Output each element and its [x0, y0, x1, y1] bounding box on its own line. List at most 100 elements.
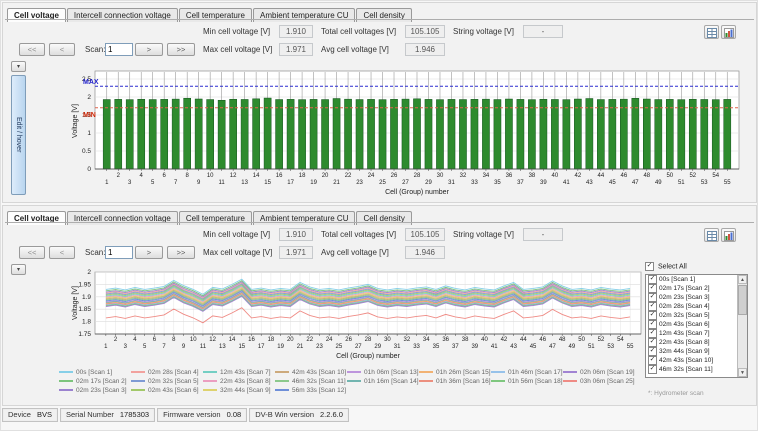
collapse-arrow-icon[interactable]: ▾: [11, 264, 26, 275]
svg-text:53: 53: [607, 344, 614, 350]
svg-text:23: 23: [356, 180, 363, 186]
svg-text:27: 27: [355, 344, 362, 350]
chart-image-icon[interactable]: [721, 228, 736, 242]
svg-text:1.8: 1.8: [82, 319, 91, 326]
checkbox-icon[interactable]: [648, 302, 657, 311]
tab-ambient-temperature-cu[interactable]: Ambient temperature CU: [253, 8, 356, 22]
svg-text:2: 2: [87, 269, 91, 276]
scan-list-item[interactable]: 12m 43s [Scan 7]: [646, 329, 747, 338]
svg-text:50: 50: [578, 337, 585, 343]
scan-list-item[interactable]: 42m 43s [Scan 10]: [646, 356, 747, 365]
legend-line-swatch: [59, 389, 73, 392]
svg-text:26: 26: [345, 337, 352, 343]
legend-item: 01h 36m [Scan 16]: [419, 377, 491, 386]
scan-input[interactable]: [105, 43, 133, 56]
last-scan-button[interactable]: >>: [167, 43, 195, 56]
svg-text:33: 33: [471, 180, 478, 186]
min-cell-voltage-label: Min cell voltage [V]: [203, 230, 271, 239]
tab-cell-voltage[interactable]: Cell voltage: [7, 8, 66, 22]
svg-text:1: 1: [104, 344, 108, 350]
checkbox-icon[interactable]: [648, 320, 657, 329]
first-scan-button[interactable]: <<: [19, 43, 45, 56]
max-cell-voltage-label: Max cell voltage [V]: [203, 45, 273, 54]
svg-text:31: 31: [448, 180, 455, 186]
legend-line-swatch: [563, 371, 577, 374]
legend-item: 46m 32s [Scan 11]: [275, 377, 347, 386]
checkbox-icon[interactable]: [645, 262, 654, 271]
chart-image-icon[interactable]: [721, 25, 736, 39]
checkbox-icon[interactable]: [648, 338, 657, 347]
tab-cell-density[interactable]: Cell density: [356, 211, 412, 225]
legend-label: 00s [Scan 1]: [76, 369, 113, 376]
scan-list-item[interactable]: 32m 44s [Scan 9]: [646, 347, 747, 356]
tab-divider: [5, 222, 754, 223]
scan-list-item[interactable]: 22m 43s [Scan 8]: [646, 338, 747, 347]
total-cell-voltages-value: 105.105: [405, 228, 445, 241]
legend-column: 01h 46m [Scan 17] 01h 56m [Scan 18]: [491, 368, 563, 386]
svg-text:42: 42: [575, 173, 582, 179]
checkbox-icon[interactable]: [648, 275, 657, 284]
tab-cell-temperature[interactable]: Cell temperature: [178, 8, 252, 22]
checkbox-icon[interactable]: [648, 311, 657, 320]
last-scan-button[interactable]: >>: [167, 246, 195, 259]
legend-item: 22m 43s [Scan 8]: [203, 377, 275, 386]
scan-item-label: 46m 32s [Scan 11]: [659, 366, 713, 374]
prev-scan-button[interactable]: <: [49, 43, 75, 56]
scan-input[interactable]: [105, 246, 133, 259]
checkbox-icon[interactable]: [648, 365, 657, 374]
legend-item: 01h 26m [Scan 15]: [419, 368, 491, 377]
legend-label: 01h 46m [Scan 17]: [508, 369, 563, 376]
svg-text:17: 17: [258, 344, 265, 350]
select-all-checkbox[interactable]: Select All: [645, 262, 687, 271]
scan-list-item[interactable]: 02m 32s [Scan 5]: [646, 311, 747, 320]
scan-list-item[interactable]: 46m 32s [Scan 11]: [646, 365, 747, 374]
scan-list-item[interactable]: 00s [Scan 1]: [646, 275, 747, 284]
scan-list-item[interactable]: 02m 28s [Scan 4]: [646, 302, 747, 311]
legend-line-swatch: [203, 380, 217, 383]
grid-table-icon[interactable]: [704, 228, 719, 242]
svg-text:15: 15: [238, 344, 245, 350]
first-scan-button[interactable]: <<: [19, 246, 45, 259]
legend-label: 03h 06m [Scan 25]: [580, 378, 635, 385]
scroll-up-icon[interactable]: ▲: [738, 275, 747, 284]
legend-label: 01h 36m [Scan 16]: [436, 378, 491, 385]
checkbox-icon[interactable]: [648, 329, 657, 338]
edit-hover-side-button[interactable]: Edit / hover: [11, 75, 26, 195]
next-scan-button[interactable]: >: [135, 43, 163, 56]
scan-list-item[interactable]: 02m 43s [Scan 6]: [646, 320, 747, 329]
tab-cell-temperature[interactable]: Cell temperature: [178, 211, 252, 225]
svg-text:40: 40: [481, 337, 488, 343]
string-voltage-value: -: [523, 228, 563, 241]
tab-cell-voltage[interactable]: Cell voltage: [7, 211, 66, 225]
scan-selection-list[interactable]: 00s [Scan 1]02m 17s [Scan 2]02m 23s [Sca…: [645, 274, 748, 378]
legend-label: 32m 44s [Scan 9]: [220, 387, 271, 394]
next-scan-button[interactable]: >: [135, 246, 163, 259]
legend-label: 12m 43s [Scan 7]: [220, 369, 271, 376]
svg-text:41: 41: [563, 180, 570, 186]
checkbox-icon[interactable]: [648, 293, 657, 302]
status-dvb-win-version: DV-B Win version 2.2.6.0: [249, 408, 349, 422]
legend-label: 02m 23s [Scan 3]: [76, 387, 127, 394]
legend-line-swatch: [131, 389, 145, 392]
checkbox-icon[interactable]: [648, 284, 657, 293]
prev-scan-button[interactable]: <: [49, 246, 75, 259]
tab-intercell-connection-voltage[interactable]: Intercell connection voltage: [66, 211, 178, 225]
list-scrollbar[interactable]: ▲ ▼: [737, 275, 747, 377]
grid-table-icon[interactable]: [704, 25, 719, 39]
svg-text:9: 9: [197, 180, 201, 186]
scrollbar-thumb[interactable]: [738, 285, 747, 315]
legend-item: 02m 28s [Scan 4]: [131, 368, 203, 377]
collapse-arrow-icon[interactable]: ▾: [11, 61, 26, 72]
legend-item: 03h 06m [Scan 25]: [563, 377, 635, 386]
tab-ambient-temperature-cu[interactable]: Ambient temperature CU: [253, 211, 356, 225]
scan-list-item[interactable]: 02m 17s [Scan 2]: [646, 284, 747, 293]
legend-item: 42m 43s [Scan 10]: [275, 368, 347, 377]
scan-list-item[interactable]: 02m 23s [Scan 3]: [646, 293, 747, 302]
checkbox-icon[interactable]: [648, 347, 657, 356]
scroll-down-icon[interactable]: ▼: [738, 368, 747, 377]
tab-intercell-connection-voltage[interactable]: Intercell connection voltage: [66, 8, 178, 22]
checkbox-icon[interactable]: [648, 356, 657, 365]
tab-cell-density[interactable]: Cell density: [356, 8, 412, 22]
